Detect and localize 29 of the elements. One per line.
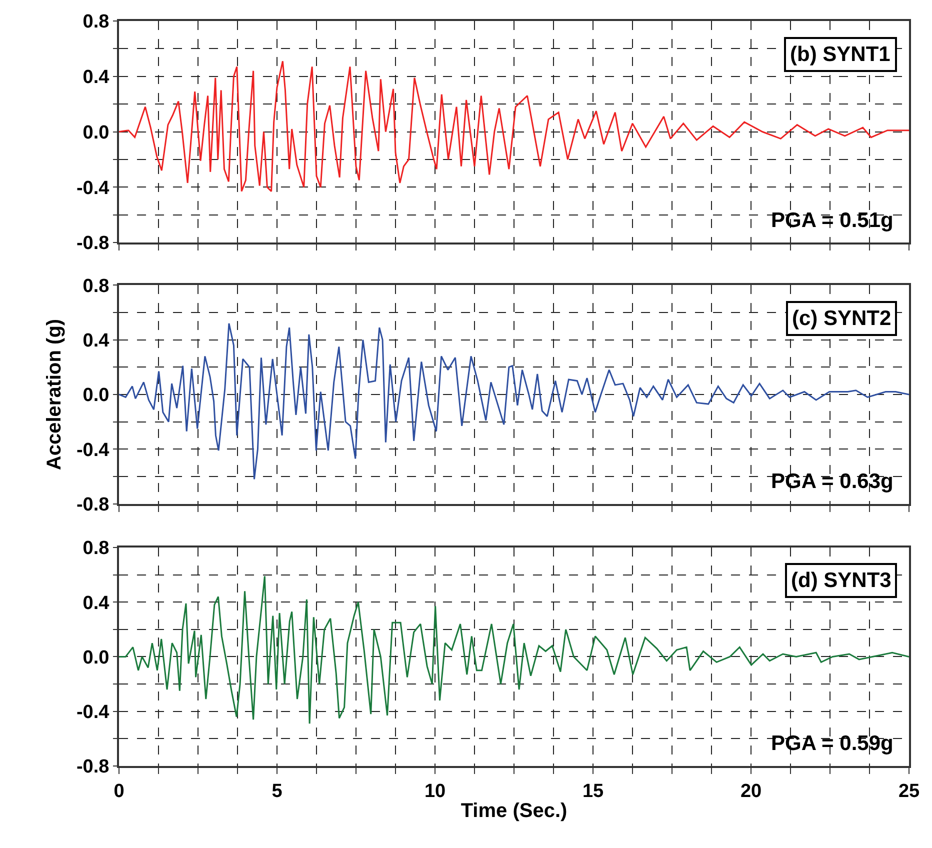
y-axis-title: Acceleration (g) <box>43 318 66 470</box>
x-tick-label: 25 <box>898 780 920 802</box>
annotation: PGA = 0.51g <box>771 209 894 232</box>
annotation: (c) SYNT2 <box>792 307 892 330</box>
x-axis-title: Time (Sec.) <box>460 800 568 822</box>
x-tick-label: 0 <box>114 780 124 802</box>
y-tick-label: 0.4 <box>82 330 110 352</box>
y-tick-label: -0.8 <box>76 233 110 254</box>
annotation: (d) SYNT3 <box>791 569 892 592</box>
y-tick-label: 0.8 <box>82 538 110 560</box>
y-tick-label: -0.4 <box>76 178 110 199</box>
y-tick-label: 0.0 <box>82 647 110 668</box>
y-tick-label: -0.8 <box>76 756 110 778</box>
y-tick-label: 0.0 <box>82 122 110 144</box>
annotation: PGA = 0.59g <box>771 732 894 755</box>
annotation: PGA = 0.63g <box>771 470 894 493</box>
y-tick-label: -0.4 <box>76 440 110 461</box>
x-tick-label: 20 <box>740 780 762 802</box>
annotation: (b) SYNT1 <box>790 43 891 66</box>
y-tick-label: 0.8 <box>82 12 110 33</box>
y-tick-label: 0.8 <box>82 276 110 297</box>
y-tick-label: -0.8 <box>76 494 110 516</box>
y-tick-label: -0.4 <box>76 702 110 724</box>
x-tick-label: 15 <box>582 780 604 802</box>
x-tick-label: 5 <box>272 780 283 802</box>
y-tick-label: 0.0 <box>82 385 110 406</box>
y-tick-label: 0.4 <box>82 67 110 88</box>
x-tick-label: 10 <box>424 780 446 802</box>
y-tick-label: 0.4 <box>82 592 110 614</box>
